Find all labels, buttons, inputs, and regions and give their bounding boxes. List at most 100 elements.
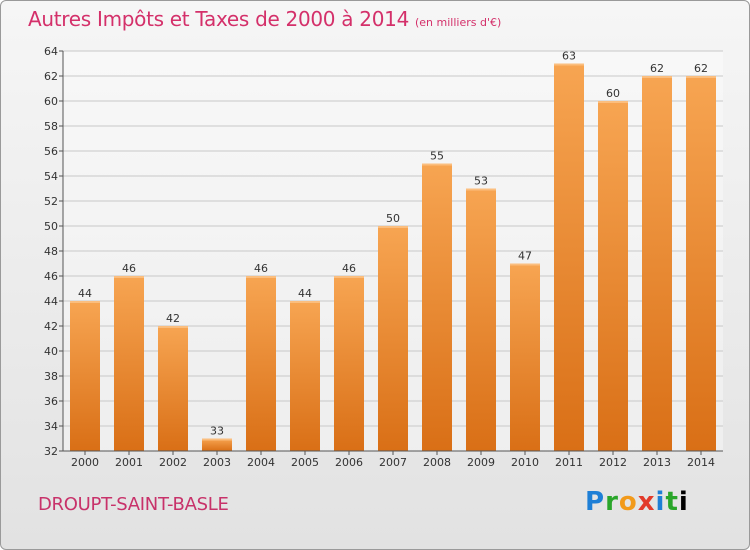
x-tick-label: 2009 bbox=[467, 456, 495, 469]
bar-body bbox=[642, 76, 672, 451]
x-tick-label: 2000 bbox=[71, 456, 99, 469]
bar bbox=[642, 76, 672, 451]
x-tick-label: 2001 bbox=[115, 456, 143, 469]
y-tick-label: 40 bbox=[44, 345, 58, 358]
logo-letter: P bbox=[585, 487, 606, 517]
bar-highlight bbox=[554, 63, 584, 66]
bar-value-label: 46 bbox=[122, 262, 136, 275]
y-tick-label: 44 bbox=[44, 295, 58, 308]
y-tick-label: 60 bbox=[44, 95, 58, 108]
chart-title-main: Autres Impôts et Taxes de 2000 à 2014 bbox=[28, 7, 409, 31]
logo-letter: r bbox=[605, 487, 619, 517]
bar-body bbox=[598, 101, 628, 451]
bar-body bbox=[334, 276, 364, 451]
y-tick-label: 48 bbox=[44, 245, 58, 258]
y-tick-label: 58 bbox=[44, 120, 58, 133]
y-tick-label: 34 bbox=[44, 420, 58, 433]
bar-highlight bbox=[202, 438, 232, 441]
bar bbox=[70, 301, 100, 451]
bar bbox=[290, 301, 320, 451]
bar-highlight bbox=[686, 76, 716, 78]
y-tick-label: 56 bbox=[44, 145, 58, 158]
bar-body bbox=[246, 276, 276, 451]
x-tick-label: 2012 bbox=[599, 456, 627, 469]
bar-highlight bbox=[642, 76, 672, 78]
bar-value-label: 33 bbox=[210, 425, 224, 438]
bar-value-label: 53 bbox=[474, 175, 488, 188]
bar-body bbox=[290, 301, 320, 451]
bar-value-label: 50 bbox=[386, 212, 400, 225]
y-tick-label: 62 bbox=[44, 70, 58, 83]
logo-letter: o bbox=[618, 487, 638, 517]
x-tick-label: 2011 bbox=[555, 456, 583, 469]
bar-highlight bbox=[422, 163, 452, 166]
y-tick-label: 52 bbox=[44, 195, 58, 208]
logo-letter: i bbox=[655, 487, 666, 517]
bar-body bbox=[510, 263, 540, 451]
x-tick-label: 2007 bbox=[379, 456, 407, 469]
bar-body bbox=[554, 63, 584, 451]
bar-value-label: 44 bbox=[298, 287, 312, 300]
bar bbox=[466, 188, 496, 451]
bar-highlight bbox=[290, 301, 320, 303]
y-tick-label: 46 bbox=[44, 270, 58, 283]
bar bbox=[554, 63, 584, 451]
chart-title-unit: (en milliers d'€) bbox=[415, 16, 502, 29]
x-tick-label: 2002 bbox=[159, 456, 187, 469]
bar bbox=[510, 263, 540, 451]
bar-highlight bbox=[334, 276, 364, 278]
bar-highlight bbox=[466, 188, 496, 191]
bar bbox=[686, 76, 716, 451]
bar-highlight bbox=[378, 226, 408, 228]
y-tick-label: 54 bbox=[44, 170, 58, 183]
y-tick-label: 50 bbox=[44, 220, 58, 233]
bar-value-label: 47 bbox=[518, 250, 532, 263]
logo-letter: t bbox=[665, 487, 679, 517]
bar-value-label: 44 bbox=[78, 287, 92, 300]
bar-value-label: 55 bbox=[430, 150, 444, 163]
bar-value-label: 60 bbox=[606, 87, 620, 100]
y-tick-label: 64 bbox=[44, 45, 58, 58]
bar bbox=[202, 438, 232, 451]
x-tick-label: 2006 bbox=[335, 456, 363, 469]
bar bbox=[158, 326, 188, 451]
y-tick-label: 32 bbox=[44, 445, 58, 458]
bars bbox=[70, 63, 716, 451]
bar-value-label: 46 bbox=[342, 262, 356, 275]
proxiti-logo: Proxiti bbox=[585, 487, 689, 517]
bar-body bbox=[378, 226, 408, 451]
bar-highlight bbox=[158, 326, 188, 328]
bar bbox=[334, 276, 364, 451]
x-tick-label: 2004 bbox=[247, 456, 275, 469]
x-tick-label: 2014 bbox=[687, 456, 715, 469]
logo-letter: i bbox=[678, 487, 689, 517]
bar-value-label: 62 bbox=[650, 62, 664, 75]
bar bbox=[422, 163, 452, 451]
chart-title: Autres Impôts et Taxes de 2000 à 2014 (en… bbox=[28, 7, 501, 31]
bar-highlight bbox=[598, 101, 628, 103]
bar-body bbox=[114, 276, 144, 451]
bar-value-label: 62 bbox=[694, 62, 708, 75]
x-tick-label: 2013 bbox=[643, 456, 671, 469]
logo-letter: x bbox=[637, 487, 656, 517]
x-tick-label: 2005 bbox=[291, 456, 319, 469]
bar-body bbox=[686, 76, 716, 451]
axes: 32 34 36 38 40 42 44 46 48 50 52 54 56 58 60 62 64 bbox=[44, 45, 723, 458]
bar-value-label: 42 bbox=[166, 312, 180, 325]
bar-highlight bbox=[70, 301, 100, 303]
bar-body bbox=[158, 326, 188, 451]
bar-body bbox=[422, 163, 452, 451]
bar bbox=[378, 226, 408, 451]
labels: 44 2000 46 2001 42 2002 33 2003 46 2004 44 2005 46 20… bbox=[71, 50, 715, 470]
bar bbox=[114, 276, 144, 451]
x-tick-label: 2003 bbox=[203, 456, 231, 469]
bar-highlight bbox=[246, 276, 276, 278]
bar-body bbox=[70, 301, 100, 451]
bar bbox=[598, 101, 628, 451]
bar-value-label: 46 bbox=[254, 262, 268, 275]
bar-body bbox=[466, 188, 496, 451]
bar-highlight bbox=[510, 263, 540, 266]
x-tick-label: 2008 bbox=[423, 456, 451, 469]
